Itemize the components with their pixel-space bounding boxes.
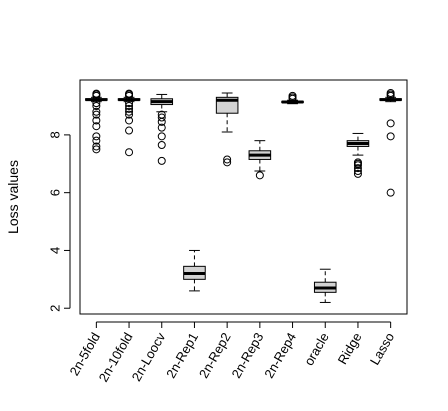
box-2n-10fold bbox=[117, 89, 141, 157]
box-oracle bbox=[313, 268, 337, 303]
boxes-group bbox=[85, 89, 402, 303]
y-tick-label: 8 bbox=[48, 131, 63, 138]
outlier-point bbox=[223, 158, 232, 167]
outlier-point bbox=[386, 132, 395, 141]
outlier-point bbox=[125, 126, 134, 135]
outlier-point bbox=[157, 141, 166, 149]
box-Lasso bbox=[379, 89, 402, 197]
outlier-point bbox=[386, 188, 395, 197]
y-axis-title: Loss values bbox=[5, 160, 21, 234]
outlier-point bbox=[223, 155, 232, 164]
y-tick-label: 4 bbox=[48, 247, 63, 254]
outlier-point bbox=[157, 123, 166, 132]
outlier-point bbox=[125, 102, 134, 110]
outlier-point bbox=[386, 119, 395, 128]
outlier-point bbox=[353, 169, 362, 178]
outlier-point bbox=[157, 156, 166, 165]
x-tick-label: Lasso bbox=[367, 330, 397, 368]
outlier-point bbox=[92, 122, 101, 131]
outlier-point bbox=[125, 89, 134, 98]
outlier-point bbox=[92, 132, 101, 141]
y-tick-label: 6 bbox=[48, 189, 63, 196]
box-2n-Rep1 bbox=[183, 249, 206, 292]
outlier-point bbox=[125, 116, 134, 125]
outlier-point bbox=[125, 107, 134, 116]
box-2n-Rep4 bbox=[281, 91, 304, 105]
plot-frame bbox=[79, 79, 408, 315]
x-tick-label: Ridge bbox=[335, 330, 365, 367]
box-2n-5fold bbox=[85, 89, 108, 154]
box-2n-Rep3 bbox=[248, 140, 272, 180]
outlier-point bbox=[125, 104, 134, 113]
x-axis: 2n-5fold2n-10fold2n-Loocv2n-Rep12n-Rep22… bbox=[66, 321, 397, 384]
outlier-point bbox=[92, 110, 101, 119]
outlier-point bbox=[92, 145, 101, 154]
y-tick-label: 2 bbox=[48, 305, 63, 312]
outlier-point bbox=[157, 110, 166, 119]
outlier-point bbox=[157, 113, 166, 122]
x-tick-label: 2n-Rep4 bbox=[261, 330, 299, 381]
outlier-point bbox=[92, 107, 101, 116]
y-axis: 2 4 6 8 bbox=[48, 131, 71, 312]
box-2n-Rep2 bbox=[215, 92, 239, 167]
outlier-point bbox=[125, 110, 134, 119]
outlier-point bbox=[255, 171, 264, 180]
outlier-point bbox=[157, 132, 166, 141]
outlier-point bbox=[353, 164, 362, 173]
outlier-point bbox=[92, 136, 101, 145]
x-tick-label: 2n-5fold bbox=[66, 330, 102, 378]
outlier-point bbox=[288, 91, 297, 100]
outlier-point bbox=[92, 116, 101, 125]
outlier-point bbox=[353, 158, 362, 167]
box-2n-Loocv bbox=[150, 93, 174, 165]
outlier-point bbox=[125, 148, 134, 157]
box-Ridge bbox=[346, 132, 370, 178]
outlier-point bbox=[386, 89, 395, 97]
x-tick-label: oracle bbox=[301, 330, 332, 368]
outlier-point bbox=[92, 89, 101, 98]
outlier-point bbox=[92, 142, 101, 151]
outlier-point bbox=[92, 102, 101, 110]
